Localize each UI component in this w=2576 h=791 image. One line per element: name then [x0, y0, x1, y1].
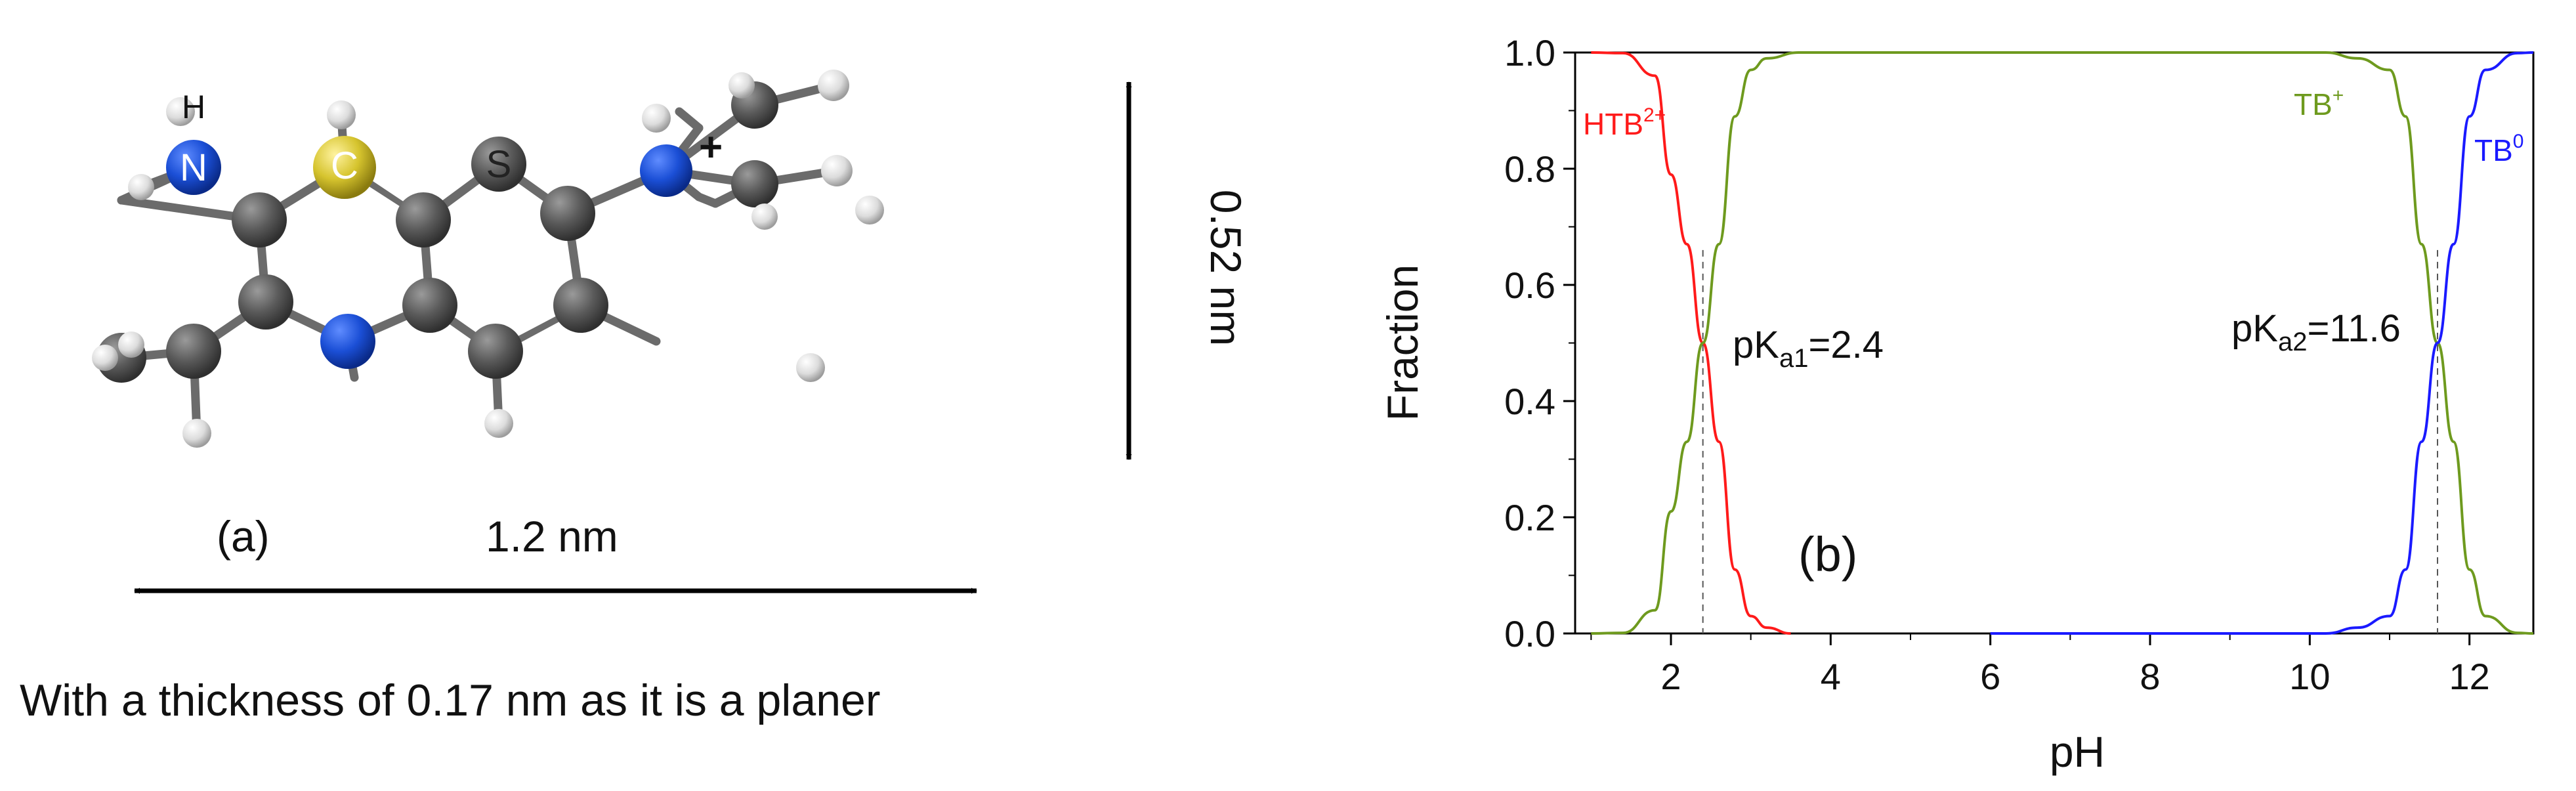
y-axis: 0.0 0.2 0.4 0.6 0.8 1.0: [1504, 32, 1575, 654]
atom-label-c: C: [331, 144, 358, 187]
panel-b-label: (b): [1798, 527, 1857, 582]
speciation-chart: 0.00.20.40.60.81.0 2 4 6 8 10 12 pH Fraction …: [1378, 32, 2535, 776]
x-tick-label: 4: [1821, 656, 1841, 697]
y-tick-label: 0.4: [1504, 381, 1555, 422]
series-group: [1591, 51, 2534, 635]
atom-label-n: N: [180, 146, 207, 189]
nitrogen-atoms: [166, 140, 692, 369]
caption: With a thickness of 0.17 nm as it is a p…: [20, 675, 881, 725]
x-tick-label: 10: [2289, 656, 2330, 697]
y-axis-title: Fraction: [1378, 265, 1427, 421]
y-tick-label: 0.2: [1504, 497, 1555, 538]
x-tick-label: 6: [1980, 656, 2000, 697]
y-tick-label: 0.8: [1504, 148, 1555, 190]
y-tick-label: 0.0: [1504, 613, 1555, 654]
width-label: 1.2 nm: [486, 512, 618, 561]
panel-a: H N C S + (a) 1.2 nm 0.52 nm With a thic…: [20, 70, 1250, 725]
pka1-annotation: pKa1=2.4: [1733, 324, 1884, 373]
x-axis-title: pH: [2050, 727, 2105, 776]
x-tick-label: 2: [1660, 656, 1681, 697]
legend-tb-zero: TB0: [2474, 131, 2523, 167]
atom-label-h: H: [182, 89, 205, 125]
x-tick-label: 8: [2140, 656, 2160, 697]
hydrogen-atoms: [92, 70, 884, 448]
y-tick-label: 1.0: [1504, 32, 1555, 74]
panel-a-label: (a): [217, 512, 270, 561]
y-tick-label: 0.6: [1504, 265, 1555, 306]
series-line-3: [1990, 51, 2534, 635]
atom-label-plus: +: [699, 125, 723, 170]
height-label: 0.52 nm: [1202, 190, 1250, 346]
x-tick-label: 12: [2449, 656, 2490, 697]
series-line-2: [1591, 51, 2534, 635]
pka-reference-lines: [1702, 249, 2438, 633]
pka2-annotation: pKa2=11.6: [2231, 307, 2401, 356]
legend-htb: HTB2+: [1583, 104, 1666, 141]
legend-tb-plus: TB+: [2294, 85, 2344, 121]
sulfur-atom: [313, 136, 376, 199]
atom-label-s: S: [486, 143, 512, 186]
carbon-atoms: [96, 81, 778, 383]
molecule-bonds: [117, 81, 841, 438]
x-axis: 2 4 6 8 10 12: [1590, 633, 2490, 697]
